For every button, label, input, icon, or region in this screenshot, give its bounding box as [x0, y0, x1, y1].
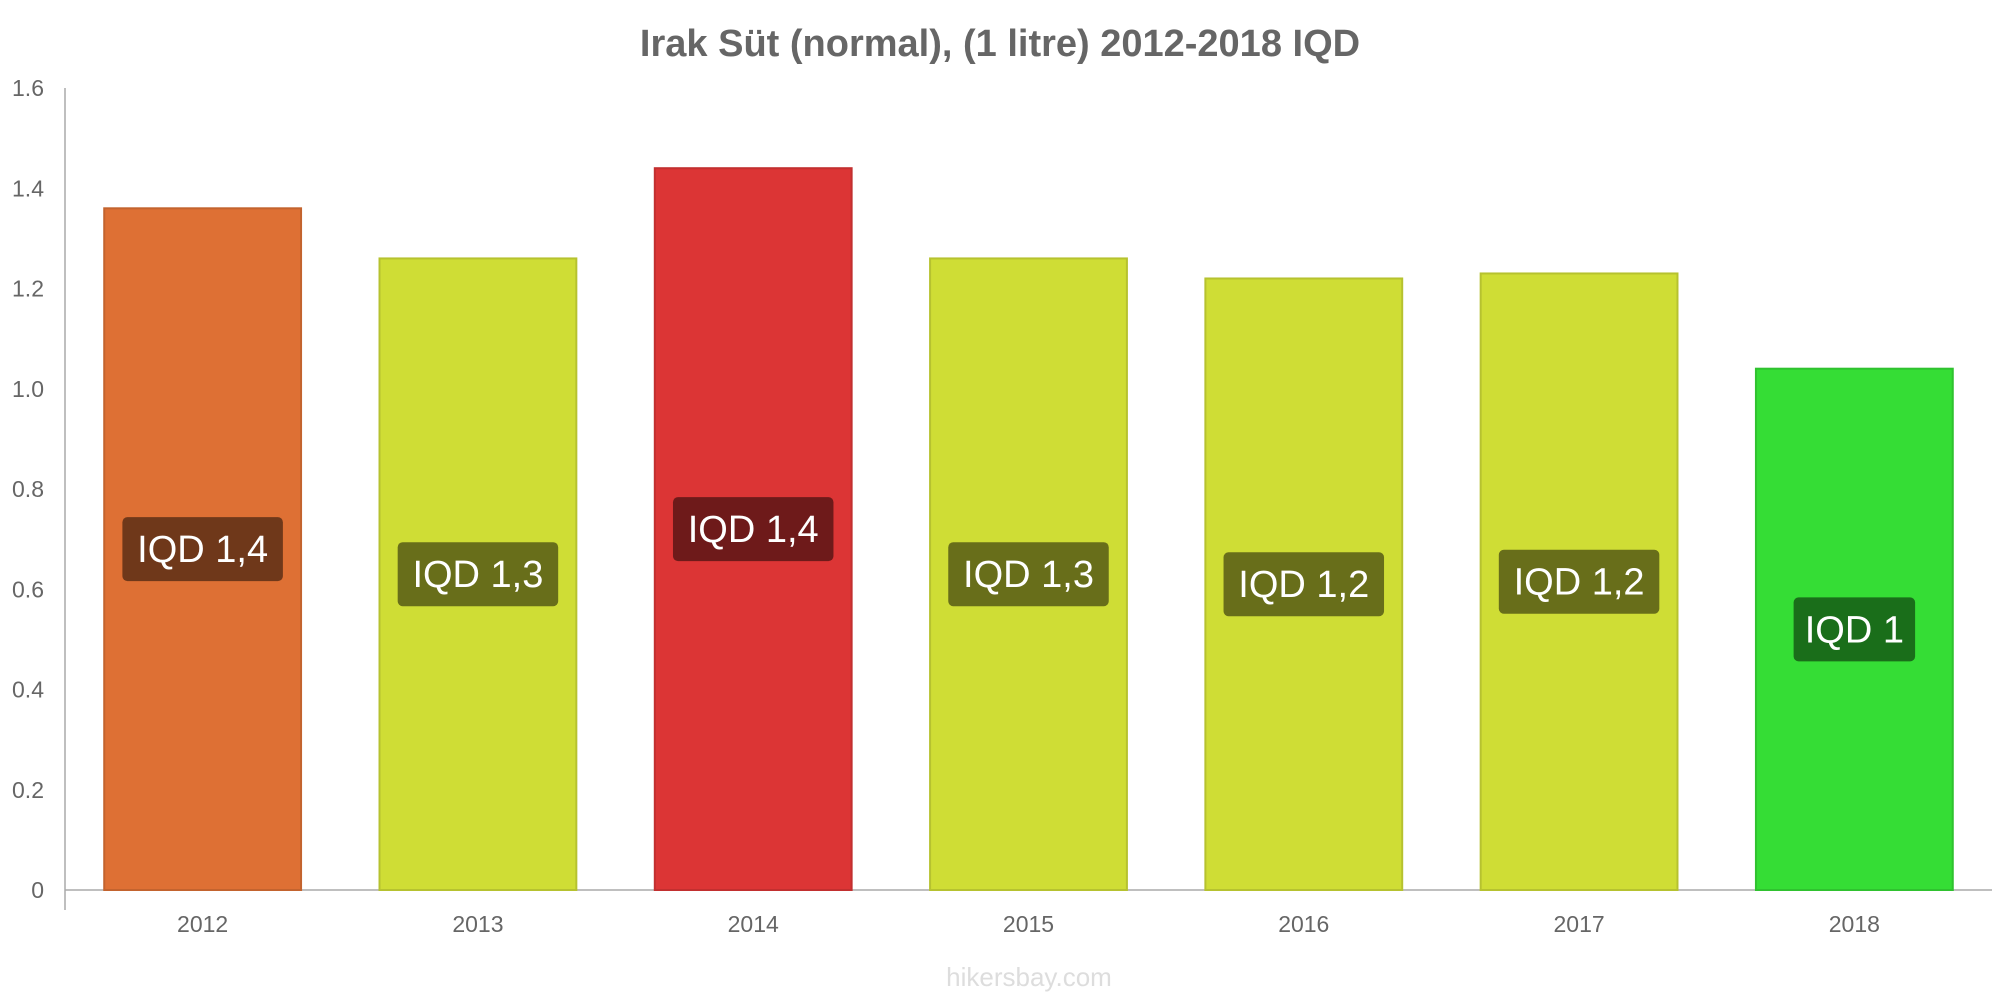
data-label-text: IQD 1: [1805, 609, 1904, 651]
data-label-box: [1793, 597, 1916, 662]
data-label-text: IQD 1,2: [1514, 562, 1645, 604]
y-tick-label: 1.6: [12, 75, 44, 101]
x-tick-label: 2012: [177, 911, 228, 937]
data-label-2012: IQD 1,4: [122, 517, 283, 582]
chart-title: Irak Süt (normal), (1 litre) 2012-2018 I…: [640, 23, 1360, 65]
y-tick-label: 1.0: [12, 376, 44, 402]
data-label-box: [1498, 549, 1660, 614]
data-label-text: IQD 1,3: [412, 554, 543, 596]
data-label-2016: IQD 1,2: [1223, 552, 1385, 617]
y-tick-label: 0.8: [12, 476, 44, 502]
data-label-2017: IQD 1,2: [1498, 549, 1660, 614]
data-label-box: [1223, 552, 1385, 617]
data-label-text: IQD 1,3: [963, 554, 1094, 596]
data-label-box: [672, 497, 834, 562]
bars: [103, 167, 1954, 892]
watermark: hikersbay.com: [946, 962, 1112, 992]
x-tick-label: 2015: [1003, 911, 1054, 937]
y-tick-label: 0.2: [12, 777, 44, 803]
data-labels: IQD 1,4 IQD 1,3 IQD 1,4 IQD 1,3 IQD 1,2 IQD 1…: [122, 497, 1916, 662]
y-tick-label: 1.4: [12, 175, 44, 201]
y-tick-label: 0.4: [12, 677, 44, 703]
data-label-text: IQD 1,4: [688, 509, 819, 551]
data-label-2018: IQD 1: [1793, 597, 1916, 662]
data-label-text: IQD 1,2: [1238, 564, 1369, 606]
x-tick-label: 2017: [1553, 911, 1604, 937]
x-tick-label: 2014: [728, 911, 779, 937]
data-label-text: IQD 1,4: [137, 529, 268, 571]
y-axis: 0 0.2 0.4 0.6 0.8 1.0 1.2 1.4 1.6: [12, 75, 66, 910]
data-label-2013: IQD 1,3: [397, 542, 559, 607]
y-tick-label: 0.6: [12, 576, 44, 602]
data-label-2015: IQD 1,3: [948, 542, 1109, 607]
x-tick-label: 2013: [452, 911, 503, 937]
x-tick-label: 2018: [1829, 911, 1880, 937]
data-label-box: [122, 517, 283, 582]
y-tick-label: 0: [31, 877, 44, 903]
data-label-box: [948, 542, 1109, 607]
data-label-box: [397, 542, 559, 607]
x-tick-label: 2016: [1278, 911, 1329, 937]
data-label-2014: IQD 1,4: [672, 497, 834, 562]
y-tick-label: 1.2: [12, 276, 44, 302]
x-axis: 2012 2013 2014 2015 2016 2017 2018: [65, 889, 1992, 937]
